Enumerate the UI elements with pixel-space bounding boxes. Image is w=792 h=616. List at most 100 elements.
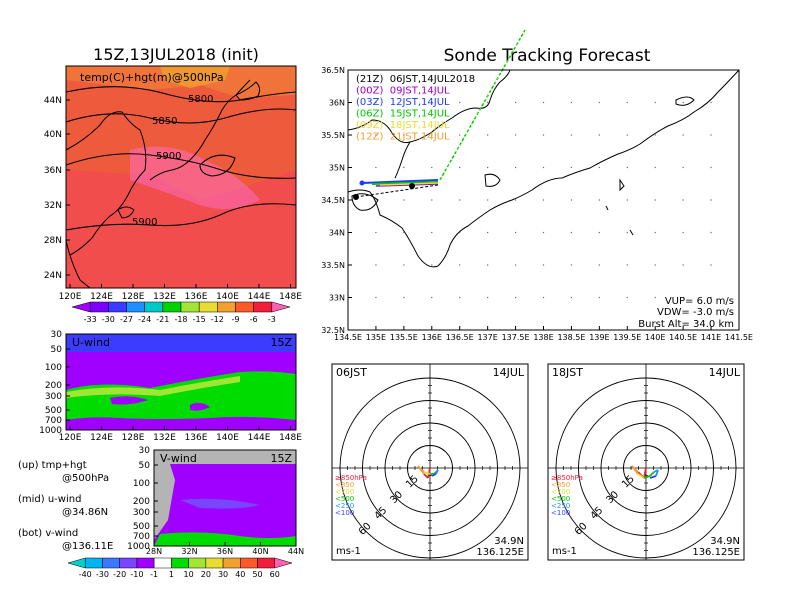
grid-dot — [375, 134, 377, 136]
level-legend-entry: <100 — [551, 509, 570, 517]
grid-dot — [626, 264, 628, 266]
tracking-title: Sonde Tracking Forecast — [444, 46, 651, 66]
grid-dot — [487, 101, 489, 104]
main-map-lat-ticks: 44N 40N 36N 32N 28N 24N — [44, 96, 70, 281]
note: (bot) v-wind — [18, 528, 78, 539]
lon-tick-label: 136E — [185, 292, 208, 302]
lon-tick-label: 141.5E — [725, 333, 753, 342]
colorbar-swatch — [108, 301, 127, 313]
main-map-frame — [65, 65, 297, 289]
lat-tick-label: 36N — [217, 547, 233, 556]
uwind-westerly — [66, 371, 296, 420]
tracking-panel: Sonde Tracking Forecast — [321, 29, 753, 342]
grid-dot — [514, 199, 517, 201]
grid-dot — [431, 199, 433, 201]
level-legend-entry: <250 — [335, 502, 354, 510]
grid-dot — [626, 296, 628, 299]
grid-dot — [459, 166, 461, 169]
hodograph-unit: ms-1 — [552, 546, 577, 557]
wind-colorbar-swatch — [205, 557, 224, 569]
landing-marker — [409, 183, 415, 189]
hodograph-trace-segment — [643, 475, 651, 479]
colorbar-tick-label: -3 — [268, 315, 276, 324]
hodograph-lat: 34.9N — [494, 536, 524, 547]
hodograph-trace-segment — [649, 475, 657, 479]
contour-label: 5900 — [156, 151, 181, 162]
grid-dot — [375, 296, 377, 299]
colorbar-tick-label: -9 — [232, 315, 240, 324]
colorbar-swatch — [217, 301, 236, 313]
wind-colorbar-swatch — [240, 557, 258, 569]
grid-dot — [403, 166, 405, 169]
lon-tick-label: 128E — [122, 433, 145, 443]
hodograph-trace-segment — [631, 465, 639, 475]
grid-dot — [682, 199, 684, 201]
hodograph-trace-segment — [417, 465, 425, 473]
track-06z — [439, 29, 526, 181]
landing-21z — [353, 194, 359, 200]
uwind-label: U-wind — [72, 336, 110, 349]
lat-tick-label: 35.5N — [321, 131, 345, 140]
lon-tick-label: 144E — [248, 433, 271, 443]
colorbar-tick-label: -33 — [84, 315, 97, 324]
wind-colorbar-tick: -20 — [113, 570, 126, 579]
wind-colorbar-swatch — [102, 557, 120, 569]
cold-core — [160, 66, 230, 88]
height-contours — [65, 86, 297, 231]
colorbar-tick-label: -21 — [156, 315, 169, 324]
hodograph-unit: ms-1 — [336, 546, 361, 557]
grid-dot — [570, 264, 573, 266]
grid-dot — [487, 296, 489, 299]
grid-dot — [654, 166, 656, 169]
wind-colorbar-swatch — [171, 557, 189, 569]
grid-dot — [542, 199, 545, 201]
lon-tick-label: 136E — [185, 433, 208, 443]
main-map-subtitle: temp(C)+hgt(m)@500hPa — [80, 71, 224, 84]
landing-03z — [359, 180, 365, 186]
wind-colorbar-swatch — [153, 557, 172, 569]
lon-tick-label: 140.5E — [669, 333, 697, 342]
lat-tick-label: 36N — [44, 166, 62, 176]
lon-tick-label: 132E — [153, 433, 176, 443]
hodograph-trace-segment — [435, 469, 439, 475]
wind-colorbar-tick: -40 — [79, 570, 92, 579]
vwind-lat-ticks: 28N 32N 36N 40N 44N — [146, 542, 304, 556]
grid-dot — [403, 231, 405, 234]
colorbar-tick-label: -6 — [250, 315, 258, 324]
temp-colorbar: -33 -30 -27 -24 -21 -18 -15 -12 -9 -6 -3 — [71, 301, 291, 324]
grid-dot — [654, 101, 656, 104]
contour-label: 5850 — [152, 116, 177, 127]
hodograph-trace-segment — [649, 471, 655, 477]
colorbar-swatch — [144, 301, 164, 313]
grid-dot — [682, 296, 684, 299]
grid-dot — [654, 264, 656, 266]
lon-tick-label: 136.5E — [446, 333, 474, 342]
colorbar-tick-label: -15 — [193, 315, 206, 324]
colorbar-swatch — [253, 301, 273, 313]
grid-dot — [459, 231, 461, 234]
grid-dot — [654, 296, 656, 299]
grid-dot — [542, 296, 545, 299]
p-tick-label: 300 — [45, 392, 62, 402]
wind-colorbar-tick: 40 — [235, 570, 245, 579]
grid-dot — [459, 134, 461, 136]
lon-tick-label: 136E — [422, 333, 442, 342]
hodograph-date: 14JUL — [493, 366, 525, 379]
lat-tick-label: 33.5N — [321, 261, 345, 270]
hodograph-date: 14JUL — [709, 366, 741, 379]
track-00z — [375, 183, 439, 187]
grid-dot — [542, 264, 545, 266]
vwind-patch — [180, 498, 260, 509]
wind-colorbar-tick: 50 — [252, 570, 262, 579]
lon-tick-label: 135.5E — [390, 333, 418, 342]
p-tick-label: 30 — [139, 446, 151, 456]
grid-dot — [710, 134, 712, 136]
wind-colorbar-tick: -1 — [150, 570, 158, 579]
level-legend-entry: <100 — [335, 509, 354, 517]
grid-dot — [570, 134, 573, 136]
colorbar-tick-label: -27 — [120, 315, 133, 324]
hodograph-time: 18JST — [552, 366, 583, 379]
grid-dot — [626, 166, 628, 169]
